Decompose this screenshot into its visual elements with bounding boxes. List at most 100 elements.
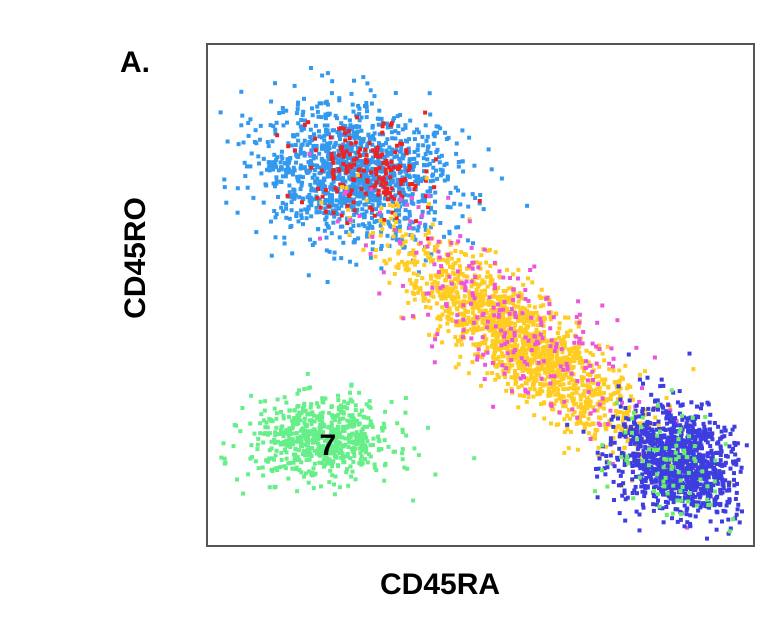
- data-point: [627, 428, 632, 433]
- data-point: [273, 235, 278, 240]
- data-point: [553, 337, 558, 342]
- data-point: [365, 187, 370, 192]
- data-point: [626, 437, 631, 441]
- data-point: [665, 479, 670, 484]
- data-point: [553, 311, 558, 316]
- data-point: [432, 360, 437, 365]
- data-point: [629, 438, 634, 443]
- data-point: [482, 377, 487, 382]
- data-point: [280, 156, 285, 161]
- data-point: [440, 266, 445, 271]
- data-point: [324, 455, 329, 460]
- data-point: [221, 441, 226, 446]
- data-point: [318, 170, 323, 175]
- data-point: [289, 200, 294, 205]
- data-point: [456, 295, 461, 300]
- data-point: [684, 508, 689, 513]
- data-point: [347, 133, 352, 138]
- data-point: [302, 387, 307, 392]
- data-point: [505, 306, 509, 311]
- data-point: [266, 167, 271, 172]
- data-point: [525, 319, 529, 324]
- data-point: [291, 187, 296, 192]
- data-point: [484, 260, 489, 265]
- data-point: [526, 334, 531, 338]
- data-point: [456, 323, 461, 328]
- data-point: [222, 177, 227, 182]
- data-point: [675, 400, 680, 405]
- data-point: [503, 342, 508, 346]
- data-point: [333, 141, 338, 145]
- data-point: [316, 404, 321, 409]
- data-point: [574, 334, 579, 339]
- data-point: [343, 200, 348, 205]
- data-point: [569, 378, 574, 383]
- data-point: [693, 447, 698, 451]
- data-point: [360, 177, 365, 181]
- data-point: [354, 430, 359, 435]
- data-point: [700, 474, 705, 479]
- data-point: [684, 466, 689, 471]
- data-point: [395, 201, 399, 206]
- data-point: [575, 447, 580, 452]
- data-point: [526, 390, 531, 395]
- data-point: [303, 453, 308, 458]
- data-point: [576, 404, 581, 409]
- data-point: [436, 270, 441, 274]
- data-point: [666, 494, 671, 499]
- data-point: [661, 465, 666, 470]
- data-point: [620, 429, 625, 434]
- data-point: [553, 360, 558, 365]
- data-point: [382, 438, 387, 443]
- data-point: [570, 391, 575, 396]
- data-point: [520, 383, 524, 388]
- data-point: [720, 482, 725, 487]
- data-point: [471, 241, 475, 246]
- data-point: [245, 185, 250, 190]
- series-cluster-lime: [593, 388, 736, 534]
- data-point: [641, 381, 645, 386]
- data-point: [294, 211, 299, 216]
- data-point: [361, 163, 366, 168]
- data-point: [349, 165, 354, 170]
- data-point: [317, 151, 322, 156]
- data-point: [600, 303, 605, 308]
- data-point: [356, 236, 361, 241]
- data-point: [637, 512, 642, 517]
- data-point: [635, 446, 640, 451]
- data-point: [499, 319, 504, 324]
- data-point: [663, 446, 668, 451]
- data-point: [274, 212, 279, 217]
- data-point: [279, 165, 284, 170]
- data-point: [556, 362, 561, 366]
- data-point: [316, 441, 321, 446]
- data-point: [323, 438, 327, 443]
- data-point: [616, 416, 620, 421]
- data-point: [546, 393, 551, 398]
- data-point: [542, 315, 546, 320]
- data-point: [664, 513, 669, 517]
- data-point: [552, 377, 557, 382]
- data-point: [334, 198, 339, 203]
- data-point: [394, 237, 399, 242]
- data-point: [513, 376, 517, 381]
- data-point: [524, 324, 529, 329]
- data-point: [604, 454, 609, 458]
- data-point: [390, 210, 395, 215]
- data-point: [678, 517, 683, 522]
- data-point: [540, 367, 544, 372]
- data-point: [511, 297, 516, 302]
- data-point: [461, 192, 466, 197]
- data-point: [285, 193, 290, 198]
- data-point: [389, 168, 394, 172]
- data-point: [708, 493, 713, 498]
- data-point: [631, 496, 636, 501]
- data-point: [410, 220, 415, 225]
- data-point: [378, 144, 383, 149]
- data-point: [527, 347, 532, 351]
- data-point: [423, 152, 428, 157]
- data-point: [552, 402, 557, 407]
- data-point: [385, 187, 390, 191]
- data-point: [407, 161, 412, 166]
